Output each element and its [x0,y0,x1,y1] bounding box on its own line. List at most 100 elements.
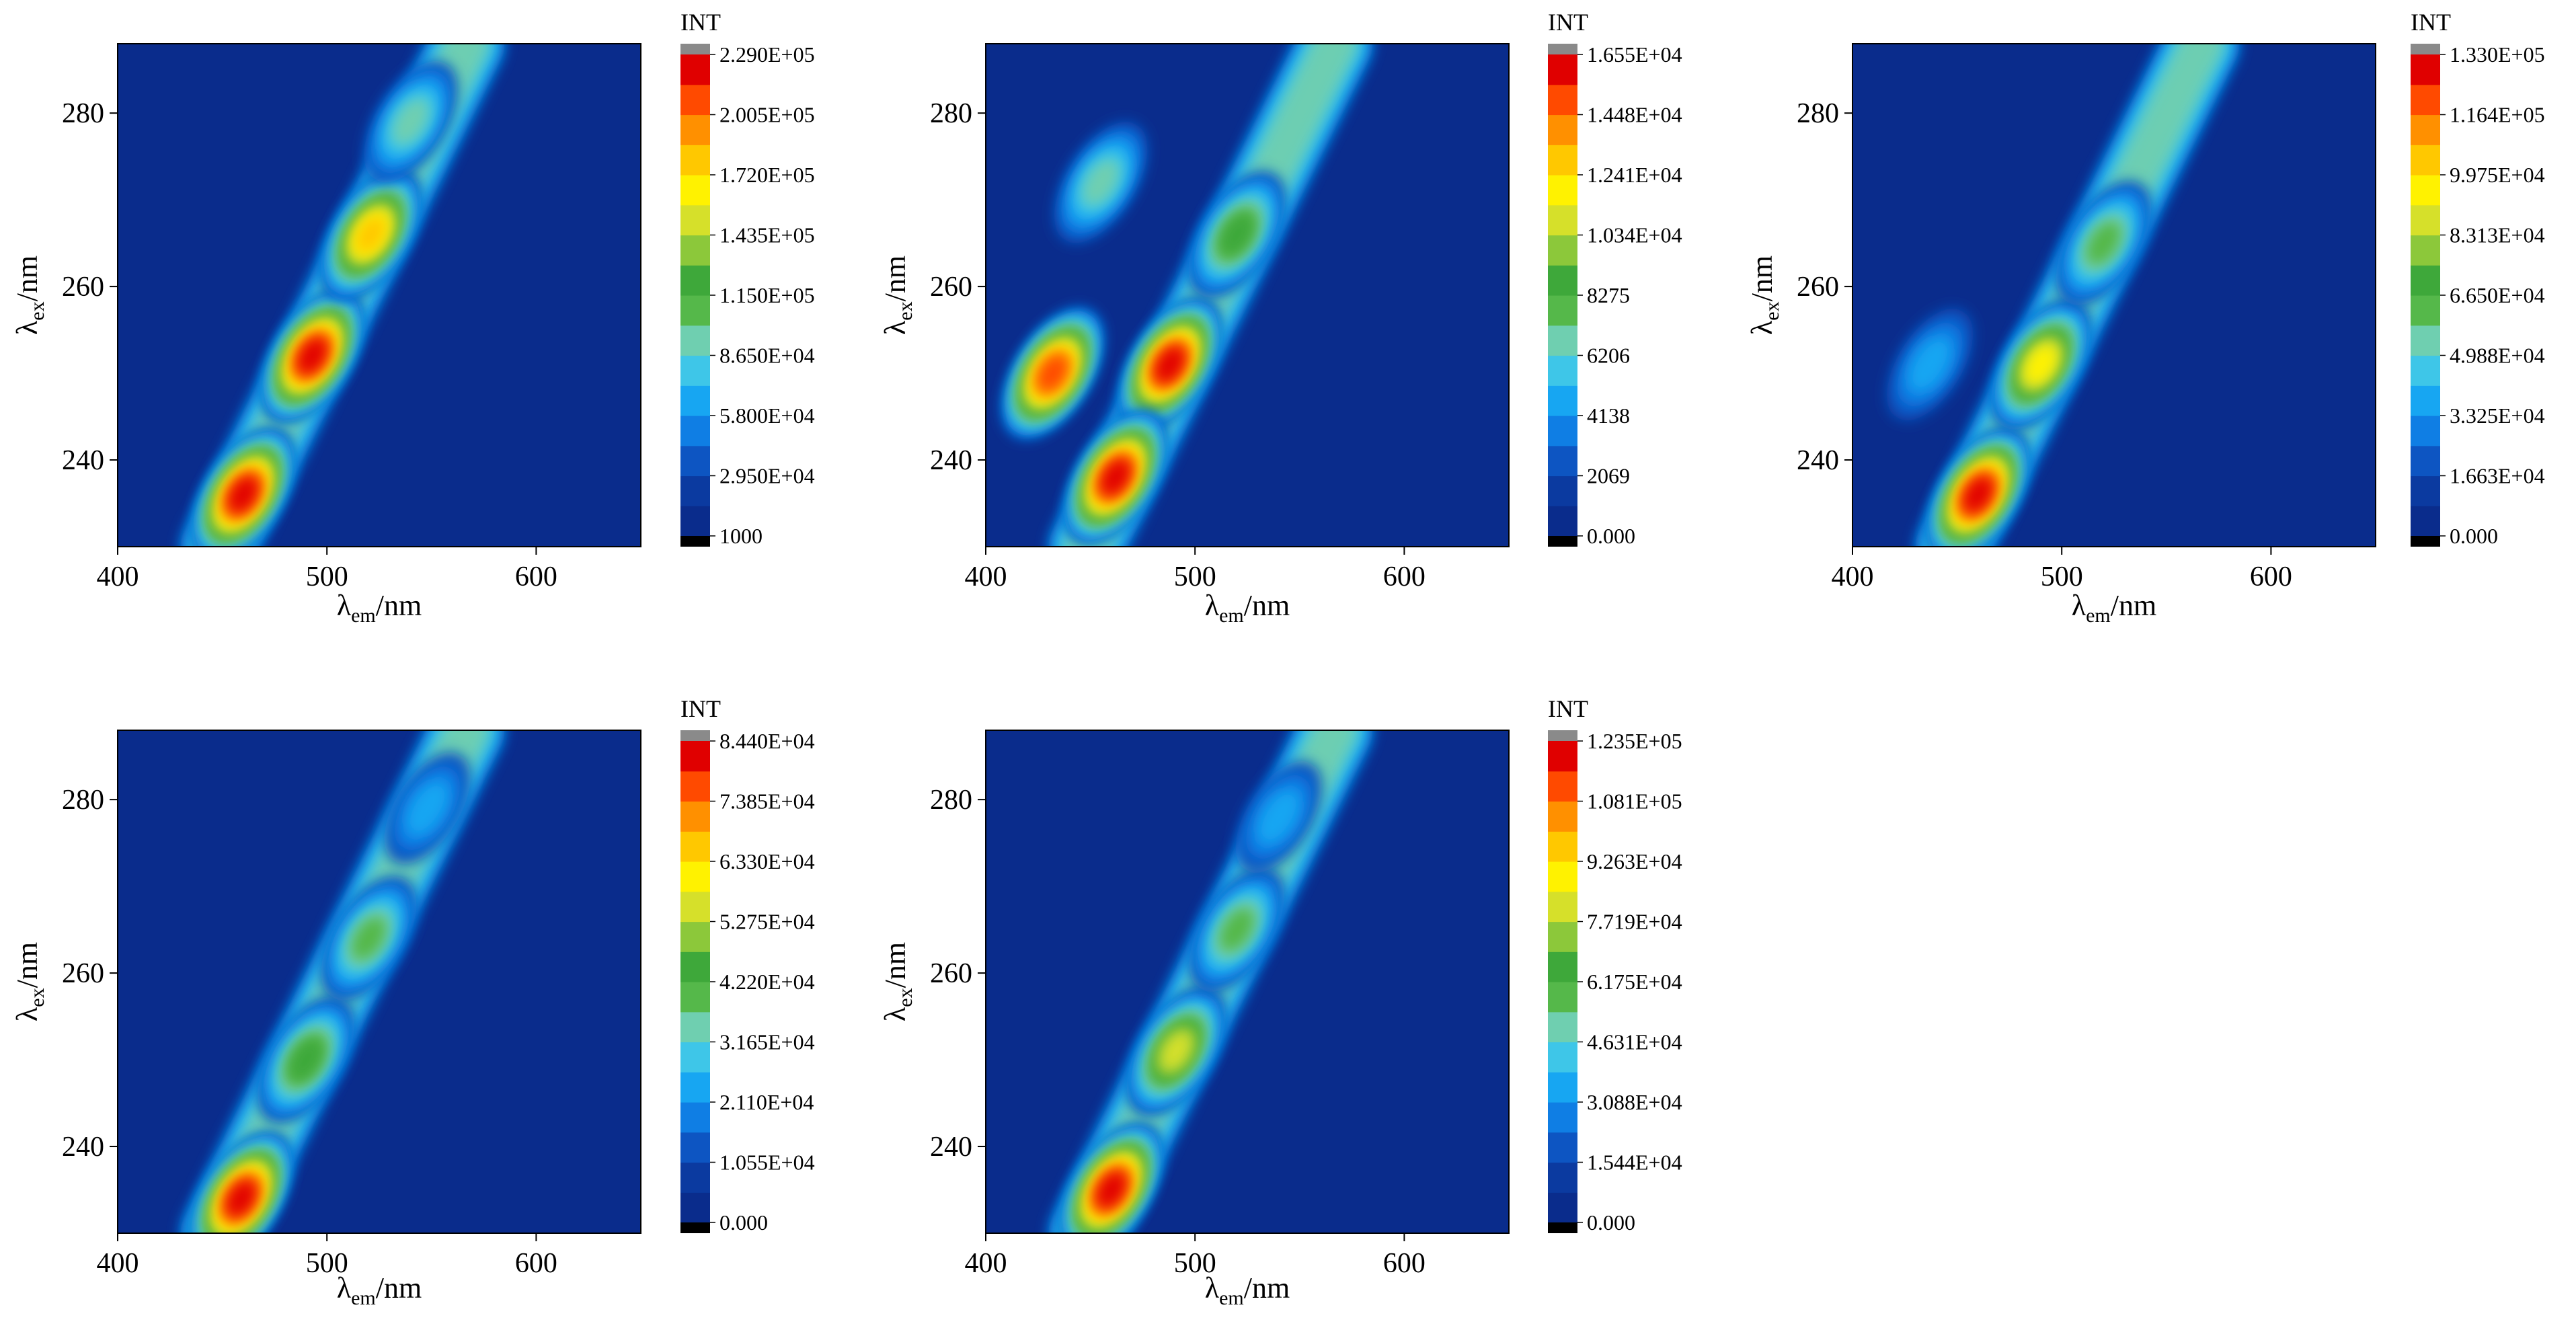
peak-1 [1927,428,2029,547]
y-tick-label: 280 [930,98,972,129]
colorbar-tick-label: 8.440E+04 [719,729,815,753]
colorbar-swatch [1548,951,1577,982]
colorbar-tick-label: 3.088E+04 [1587,1090,1682,1114]
colorbar-tick-label: 8.313E+04 [2450,223,2545,247]
plot-frame [117,43,641,547]
colorbar-swatch [2411,235,2440,266]
colorbar-swatch [680,801,710,832]
colorbar-title: INT [1548,9,1588,36]
colorbar-swatch [680,771,710,802]
colorbar-swatch [1548,54,1577,85]
colorbar-swatch [1548,145,1577,175]
colorbar-tick-label: 3.325E+04 [2450,403,2545,428]
colorbar-swatch [1548,475,1577,506]
y-axis-label: λex/nm [879,942,916,1021]
colorbar-tick-label: 2.290E+05 [719,42,815,67]
peak-4 [1887,309,1974,421]
colorbar-swatch [1548,1132,1577,1163]
colorbar-tick-label: 1.241E+04 [1587,163,1682,187]
colorbar-tick-label: 1.055E+04 [719,1150,815,1175]
x-tick-label: 500 [306,561,348,592]
colorbar-swatch [2411,204,2440,236]
colorbar-tick-label: 0.000 [1587,1210,1635,1235]
colorbar-swatch [1548,204,1577,236]
colorbar-swatch [2411,295,2440,326]
y-tick-label: 260 [930,272,972,303]
colorbar-title: INT [1548,695,1588,722]
y-tick-label: 280 [930,785,972,816]
plot-frame [117,730,641,1234]
colorbar-tick-label: 7.385E+04 [719,789,815,814]
colorbar-swatch [680,84,710,116]
colorbar-swatch [1548,1011,1577,1043]
colorbar-tick-label: 1.034E+04 [1587,223,1682,247]
colorbar-tick-label: 5.275E+04 [719,910,815,934]
peak-4 [1054,122,1148,243]
colorbar-swatch [1548,1162,1577,1193]
colorbar-swatch [680,1162,710,1193]
colorbar-swatch [1548,295,1577,326]
colorbar-tick-label: 1.435E+05 [719,223,815,247]
y-tick-label: 240 [1797,445,1839,476]
colorbar-swatch [680,1011,710,1043]
colorbar-tick-label: 4.631E+04 [1587,1030,1682,1054]
peak-4 [364,61,457,183]
colorbar-swatch [1548,445,1577,477]
colorbar-over-swatch [2411,44,2440,54]
colorbar-swatch [2411,265,2440,296]
peak-1 [1002,307,1103,440]
peak-4 [384,752,471,865]
plot-frame [985,43,1510,547]
colorbar-swatch [680,145,710,175]
y-tick-label: 240 [62,1132,104,1163]
y-tick-label: 240 [930,445,972,476]
colorbar-swatch [1548,416,1577,446]
x-tick-label: 400 [97,1248,139,1279]
colorbar-tick-label: 6206 [1587,344,1630,368]
colorbar-swatch [680,891,710,923]
peak-1 [192,428,295,547]
colorbar-swatch [1548,1042,1577,1072]
colorbar-tick-label: 9.263E+04 [1587,849,1682,873]
colorbar-swatch [2411,416,2440,446]
colorbar-over-swatch [1548,44,1577,54]
peak-2 [1119,298,1221,431]
colorbar-swatch [680,506,710,537]
colorbar-tick-label: 6.175E+04 [1587,970,1682,994]
peak-2 [261,289,363,422]
colorbar-tick-label: 2.950E+04 [719,464,815,488]
colorbar-swatch [2411,325,2440,356]
x-tick-label: 500 [1174,561,1216,592]
colorbar-swatch [2411,445,2440,477]
eem-panel-1: 400 500 600 240 260 280 λem/nm λex/nm INT 1000 2.9… [11,9,815,627]
colorbar-under-swatch [1548,1222,1577,1233]
colorbar-swatch [2411,54,2440,85]
colorbar-swatch [680,831,710,862]
x-tick-label: 400 [1832,561,1874,592]
colorbar-tick-label: 1.081E+05 [1587,789,1682,814]
colorbar-swatch [680,54,710,85]
colorbar-swatch [680,951,710,982]
colorbar-swatch [680,325,710,356]
y-axis-label: λex/nm [11,942,48,1021]
colorbar-swatch [1548,265,1577,296]
eem-panel-4: 400 500 600 240 260 280 λem/nm λex/nm INT 0.000 1.… [11,695,815,1309]
colorbar-swatch [1548,325,1577,356]
colorbar-swatch [1548,235,1577,266]
colorbar-swatch [1548,506,1577,537]
colorbar-swatch [2411,175,2440,206]
colorbar-swatch [680,1132,710,1163]
x-tick-label: 400 [965,1248,1007,1279]
colorbar-swatch [680,295,710,326]
colorbar-title: INT [680,695,721,722]
colorbar-swatch [1548,831,1577,862]
colorbar-tick-label: 4138 [1587,403,1630,428]
eem-panel-5: 400 500 600 240 260 280 λem/nm λex/nm INT 0.000 1.… [879,695,1682,1309]
eem-panel-3: 400 500 600 240 260 280 λem/nm λex/nm INT 0.000 1.… [1746,9,2545,627]
colorbar-tick-label: 1.720E+05 [719,163,815,187]
colorbar-tick-label: 4.988E+04 [2450,344,2545,368]
colorbar-swatch [1548,921,1577,952]
peak-3 [2056,181,2152,305]
colorbar-swatch [1548,385,1577,416]
